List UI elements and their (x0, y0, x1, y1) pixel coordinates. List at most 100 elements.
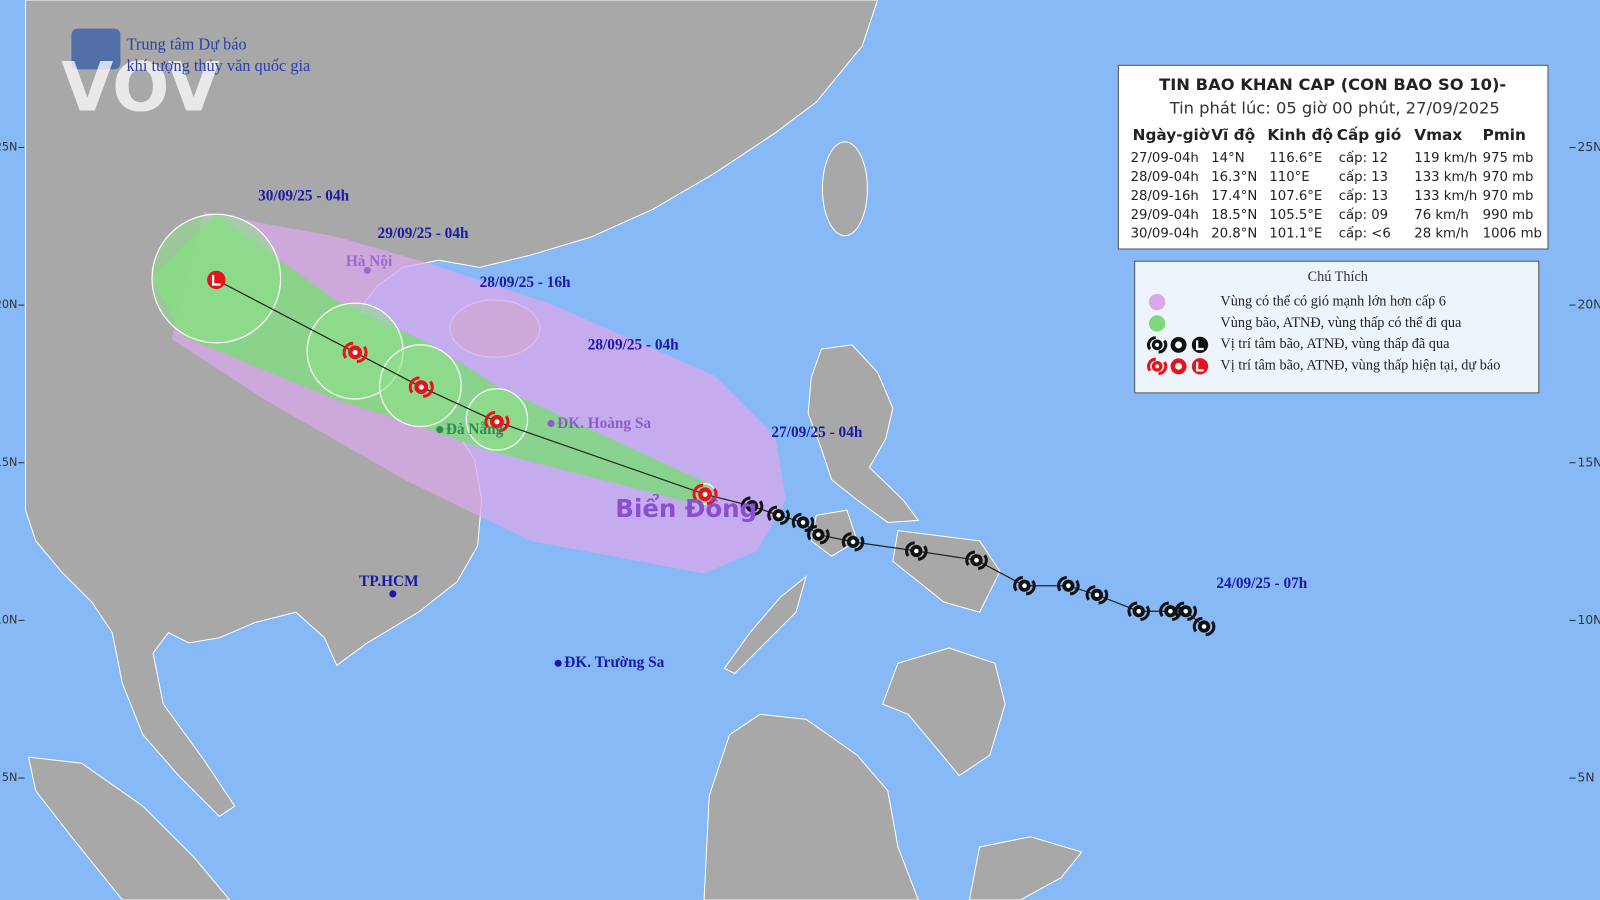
table-cell: 30/09-04h (1131, 227, 1199, 242)
time-label: 24/09/25 - 07h (1216, 575, 1307, 592)
time-label: 27/09/25 - 04h (771, 424, 862, 441)
spiral-tail (408, 376, 434, 398)
sea-label: Biển Đông (615, 493, 757, 523)
taiwan (821, 141, 868, 237)
table-cell: 29/09-04h (1131, 208, 1199, 223)
table-cell: 27/09-04h (1131, 151, 1199, 166)
spiral-eye (1066, 583, 1071, 588)
spiral-tail (342, 341, 368, 364)
watermark: VOV (61, 47, 219, 126)
spiral-tail (740, 496, 764, 516)
legend-items: Vùng có thể có gió mạnh lớn hơn cấp 6 Vùn… (1147, 293, 1500, 375)
forecast-position (484, 411, 510, 433)
table-cell: 975 mb (1483, 151, 1534, 166)
forecast-position (207, 270, 226, 290)
table-header: Kinh độ (1267, 126, 1333, 144)
spiral-tail (1147, 357, 1168, 375)
legend: Chú Thích Vùng có thể có gió mạnh lớn hơ… (1134, 260, 1540, 394)
spiral-tail (1127, 601, 1151, 621)
table-cell: 133 km/h (1414, 189, 1477, 204)
table-cell: 16.3°N (1211, 170, 1257, 185)
lat-ticks: 25N 25N 20N 20N 15N 15N 10N 10N 5N 5N (0, 140, 1600, 785)
place-dot (554, 659, 562, 667)
spiral-tail (905, 541, 928, 561)
spiral-eye (776, 513, 781, 518)
ring (1170, 358, 1187, 375)
spiral-eye (749, 503, 755, 509)
spiral-eye (702, 491, 708, 497)
table-header: Cấp gió (1337, 126, 1402, 144)
spiral-tail (767, 505, 790, 525)
place-dot (389, 590, 397, 598)
low-glyph (1196, 340, 1204, 351)
luzon (807, 344, 920, 523)
spiral-eye (1155, 342, 1160, 347)
place-dot (363, 266, 371, 274)
table-cell: 28/09-04h (1131, 170, 1199, 185)
table-body: Ngày-giờ Vĩ độ Kinh độ Cấp gió Vmax Pmin 27/09… (1131, 126, 1542, 241)
lat-label: 20N (1578, 298, 1600, 312)
labels: 30/09/25 - 04h 29/09/25 - 04h 28/09/25 - 1… (258, 187, 1308, 670)
sulawesi (968, 836, 1083, 900)
lat-label: 25N (0, 140, 17, 153)
table-cell: 990 mb (1483, 208, 1534, 223)
low-core (1191, 358, 1209, 375)
low-glyph (211, 274, 221, 286)
spiral-eye (1136, 608, 1142, 614)
table-cell: 28/09-16h (1131, 189, 1199, 204)
legend-title: Chú Thích (1308, 269, 1368, 285)
spiral-tail (484, 411, 510, 433)
table-header: Pmin (1483, 126, 1526, 144)
spiral-eye (1094, 592, 1100, 598)
table-cell: 133 km/h (1414, 170, 1477, 185)
legend-text: Vị trí tâm bão, ATNĐ, vùng thấp đã qua (1220, 336, 1450, 352)
table-header: Vmax (1414, 126, 1462, 144)
spiral-tail (1013, 576, 1036, 596)
table-cell: 970 mb (1483, 189, 1534, 204)
place-dot (436, 426, 444, 434)
spiral-tail (1174, 601, 1198, 621)
legend-text: Vị trí tâm bão, ATNĐ, vùng thấp hiện tại… (1220, 358, 1500, 374)
palawan (723, 575, 808, 675)
time-label: 30/09/25 - 04h (258, 187, 349, 204)
low-core (207, 270, 226, 290)
info-table: TIN BAO KHAN CAP (CON BAO SO 10)- Tin ph… (1117, 64, 1549, 250)
spiral-eye (352, 349, 358, 355)
mindanao (882, 647, 1006, 777)
low-core (1191, 336, 1209, 354)
lat-label: 25N (1578, 140, 1600, 154)
legend-swatch (1148, 293, 1166, 311)
spiral-tail (791, 512, 815, 533)
logo-line2: khí tượng thủy văn quốc gia (127, 56, 311, 75)
land (25, 0, 1083, 900)
place-label: TP.HCM (359, 573, 418, 590)
lat-label: 5N (2, 771, 18, 784)
table-cell: 14°N (1211, 151, 1244, 166)
table-cell: cấp: <6 (1339, 226, 1391, 242)
spiral-eye (914, 548, 919, 554)
spiral-eye (1201, 624, 1207, 629)
table-cell: cấp: 12 (1339, 150, 1388, 166)
spiral-eye (1168, 608, 1173, 614)
spiral-eye (850, 539, 856, 545)
table-cell: cấp: 13 (1339, 169, 1388, 185)
table-cell: 107.6°E (1269, 189, 1322, 204)
place-dot (547, 419, 555, 428)
table-cell: cấp: 09 (1339, 207, 1388, 223)
table-cell: 1006 mb (1483, 227, 1542, 242)
spiral-eye (974, 557, 979, 563)
table-cell: cấp: 13 (1339, 188, 1388, 204)
place-label: Hà Nội (346, 253, 393, 270)
lat-label: 20N (0, 298, 17, 311)
table-cell: 20.8°N (1211, 227, 1257, 242)
place-label: ĐK. Trường Sa (564, 654, 664, 671)
time-label: 28/09/25 - 04h (588, 336, 679, 353)
time-label: 29/09/25 - 04h (378, 225, 469, 242)
logo: VOV Trung tâm Dự báo khí tượng thủy văn … (61, 28, 311, 126)
table-cell: 28 km/h (1414, 227, 1469, 242)
table-cell: 18.5°N (1211, 208, 1257, 223)
table-box (1117, 64, 1549, 250)
spiral-tail (1159, 601, 1182, 621)
